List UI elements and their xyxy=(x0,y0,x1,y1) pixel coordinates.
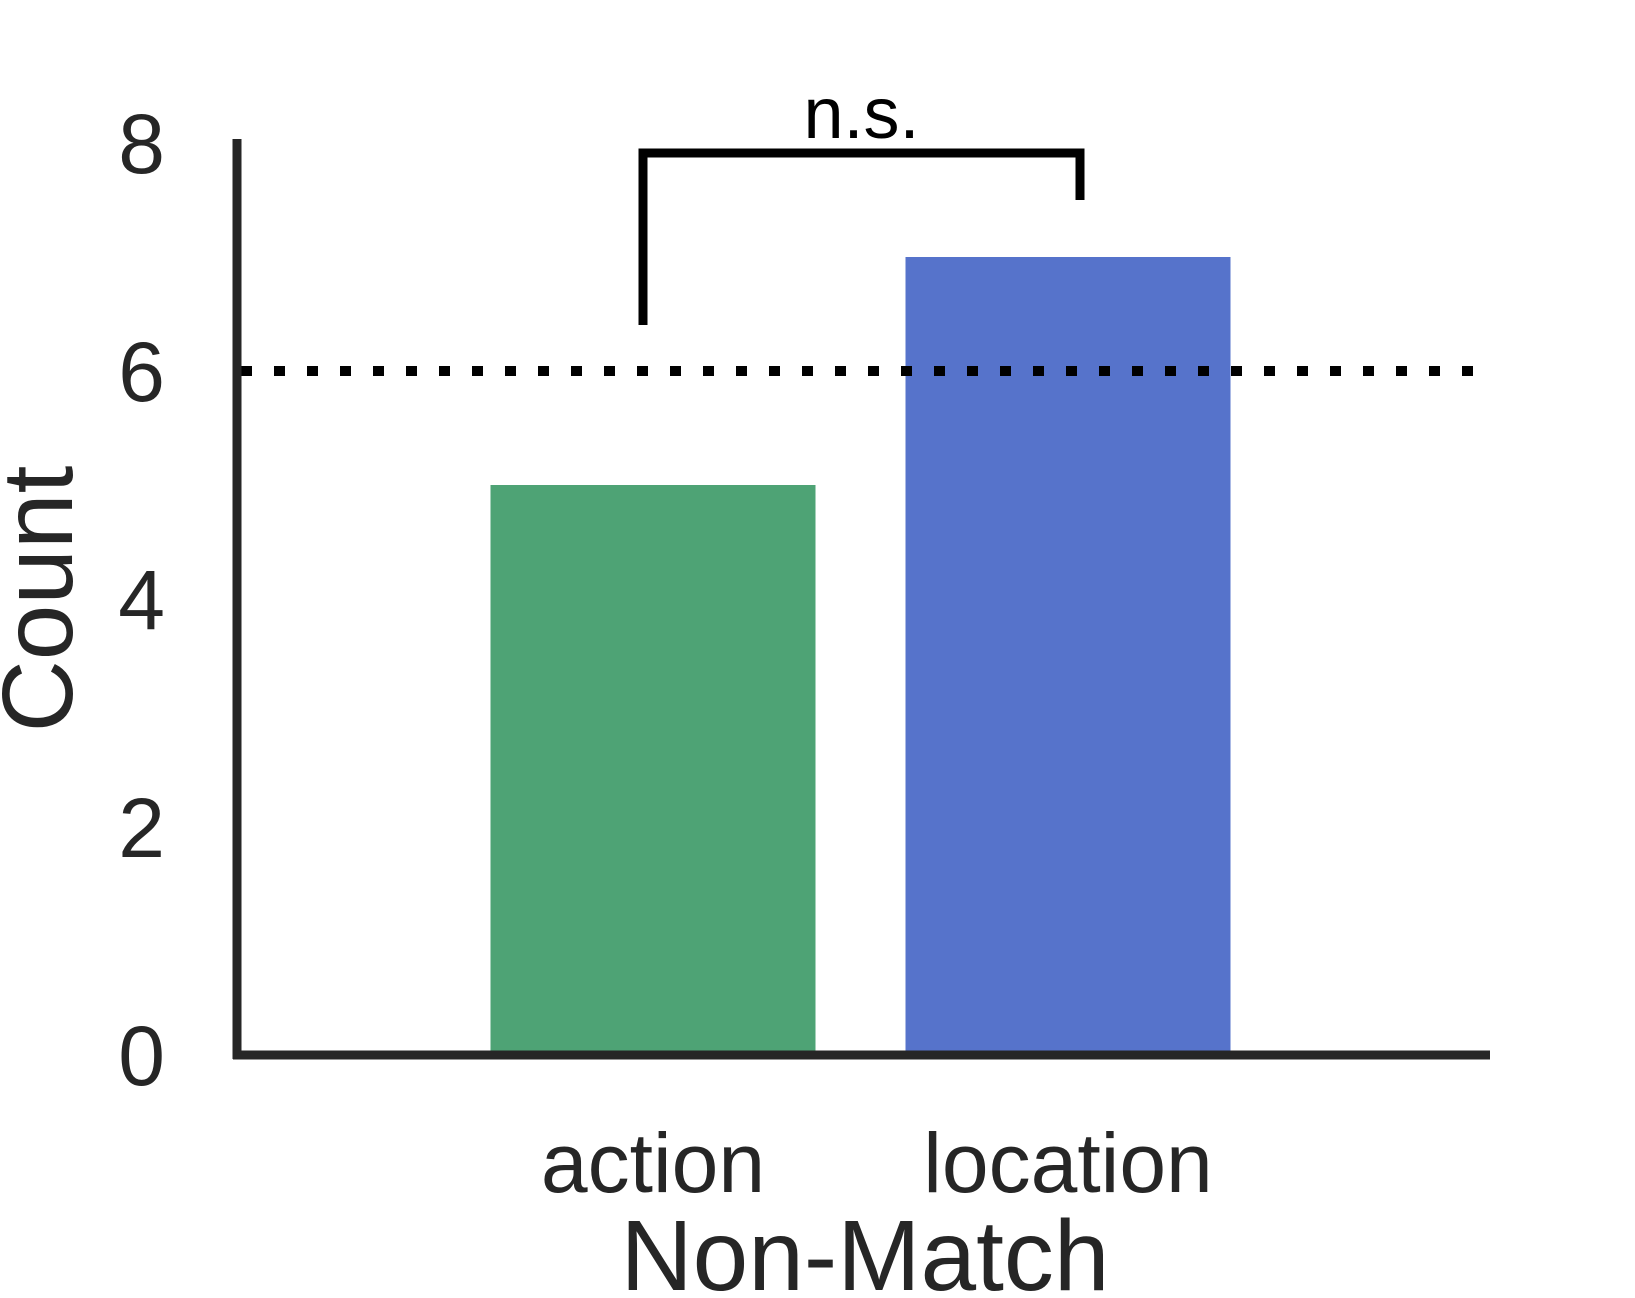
x-tick-label-location: location xyxy=(923,1116,1213,1210)
significance-label: n.s. xyxy=(803,74,919,154)
bar-action xyxy=(490,485,816,1055)
y-tick-label: 8 xyxy=(118,97,165,191)
y-axis-title: Count xyxy=(0,465,94,732)
y-tick-label: 0 xyxy=(118,1009,165,1103)
bar-location xyxy=(905,257,1231,1055)
y-tick-label: 6 xyxy=(118,325,165,419)
x-axis-title: Non-Match xyxy=(620,1200,1109,1298)
x-tick-labels: action location xyxy=(541,1116,1213,1210)
x-tick-label-action: action xyxy=(541,1116,765,1210)
y-tick-label: 2 xyxy=(118,781,165,875)
y-tick-labels: 0 2 4 6 8 xyxy=(118,97,165,1103)
significance-bracket xyxy=(638,148,1085,325)
bars-group xyxy=(490,257,1231,1055)
y-tick-label: 4 xyxy=(118,553,165,647)
